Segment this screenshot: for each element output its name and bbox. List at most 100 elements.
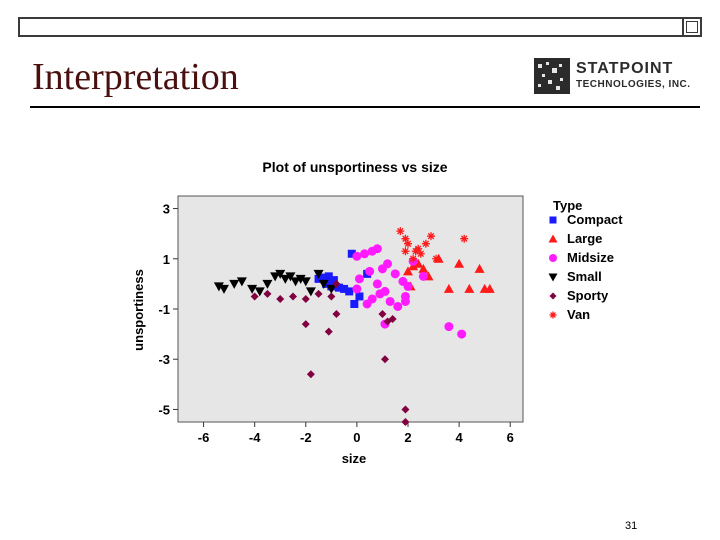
- midsize-point: [365, 266, 375, 276]
- sporty-point: [289, 292, 297, 301]
- compact-point: [319, 273, 328, 282]
- midsize-point: [375, 289, 385, 299]
- slide-title: Interpretation: [32, 56, 239, 98]
- legend-sporty-label: Sporty: [567, 288, 609, 303]
- legend-small-marker: [548, 273, 558, 282]
- large-point: [403, 266, 413, 276]
- midsize-point: [457, 329, 467, 339]
- large-point: [464, 283, 475, 293]
- van-point: [432, 254, 441, 263]
- midsize-point: [418, 271, 428, 281]
- small-point: [318, 279, 329, 289]
- van-point: [427, 232, 435, 241]
- van-point: [460, 234, 469, 243]
- slide-corner-box: [682, 19, 700, 35]
- midsize-point: [383, 259, 393, 269]
- midsize-point: [390, 269, 400, 279]
- small-point: [280, 274, 291, 284]
- midsize-point: [362, 299, 372, 309]
- sporty-point: [388, 315, 397, 324]
- y-tick-label: 1: [163, 252, 170, 267]
- x-tick-label: 6: [507, 430, 514, 445]
- midsize-point: [393, 301, 403, 311]
- sporty-point: [327, 292, 336, 301]
- van-point: [401, 247, 410, 256]
- logo-mark-icon: [534, 58, 570, 94]
- legend-midsize-marker: [549, 254, 557, 262]
- legend-compact-label: Compact: [567, 212, 623, 227]
- small-point: [285, 272, 296, 282]
- slide-top-bar: [18, 17, 702, 37]
- small-point: [300, 277, 311, 287]
- y-tick-label: -1: [158, 302, 170, 317]
- sporty-point: [306, 370, 315, 379]
- small-point: [229, 279, 240, 289]
- sporty-point: [332, 310, 341, 319]
- page-number: 31: [625, 520, 638, 532]
- midsize-point: [372, 279, 382, 289]
- compact-point: [314, 274, 323, 283]
- small-point: [305, 287, 316, 297]
- large-point: [443, 283, 454, 293]
- y-axis-label: unsportiness: [131, 269, 146, 351]
- legend-large-marker: [548, 234, 558, 243]
- midsize-point: [354, 274, 364, 284]
- sporty-point: [401, 418, 410, 426]
- large-point: [413, 258, 424, 268]
- statpoint-logo: STATPOINT TECHNOLOGIES, INC.: [534, 58, 700, 96]
- compact-point: [340, 284, 349, 293]
- x-tick-label: 0: [353, 430, 360, 445]
- legend-title: Type: [553, 198, 582, 213]
- sporty-point: [301, 294, 310, 303]
- van-point: [396, 227, 405, 236]
- small-point: [295, 274, 306, 284]
- y-tick-label: -3: [158, 352, 170, 367]
- sporty-point: [381, 355, 389, 364]
- large-point: [484, 283, 495, 293]
- small-point: [326, 284, 337, 294]
- x-tick-label: -4: [249, 430, 261, 445]
- legend-small-label: Small: [567, 269, 602, 284]
- x-tick-label: 4: [455, 430, 463, 445]
- midsize-point: [400, 296, 410, 306]
- large-point: [454, 258, 465, 268]
- midsize-point: [385, 296, 395, 306]
- sporty-point: [263, 289, 272, 298]
- chart-title: Plot of unsportiness vs size: [262, 159, 447, 175]
- x-tick-label: -6: [198, 430, 210, 445]
- small-point: [213, 282, 224, 292]
- legend-compact-marker: [549, 216, 557, 224]
- small-point: [290, 277, 301, 287]
- compact-point: [324, 272, 333, 281]
- van-point: [404, 239, 412, 248]
- sporty-point: [383, 317, 392, 326]
- sporty-point: [332, 279, 341, 288]
- small-point: [313, 269, 324, 279]
- van-point: [421, 239, 430, 248]
- van-point: [416, 249, 425, 258]
- legend-van-marker: [549, 311, 557, 319]
- van-point: [409, 254, 418, 263]
- midsize-point: [352, 284, 362, 294]
- scatter-chart: Plot of unsportiness vs size -6 -4 -2 0 2 4 6 3…: [115, 120, 665, 475]
- small-point: [275, 269, 286, 279]
- van-point: [401, 234, 410, 243]
- midsize-point: [352, 251, 362, 261]
- small-point: [254, 287, 265, 297]
- large-point: [474, 263, 485, 273]
- x-axis-label: size: [342, 451, 367, 466]
- small-point: [236, 277, 247, 287]
- midsize-point: [360, 249, 370, 259]
- legend-sporty-marker: [549, 292, 557, 300]
- sporty-point: [378, 310, 387, 319]
- midsize-point: [372, 244, 382, 254]
- logo-line1: STATPOINT: [576, 60, 674, 77]
- compact-point: [350, 299, 359, 308]
- title-rule: [30, 106, 700, 108]
- van-point: [414, 244, 423, 253]
- logo-line2: TECHNOLOGIES, INC.: [576, 79, 691, 90]
- large-point: [408, 261, 419, 271]
- sporty-point: [324, 327, 333, 336]
- y-tick-label: 3: [163, 202, 170, 217]
- legend-van-label: Van: [567, 307, 590, 322]
